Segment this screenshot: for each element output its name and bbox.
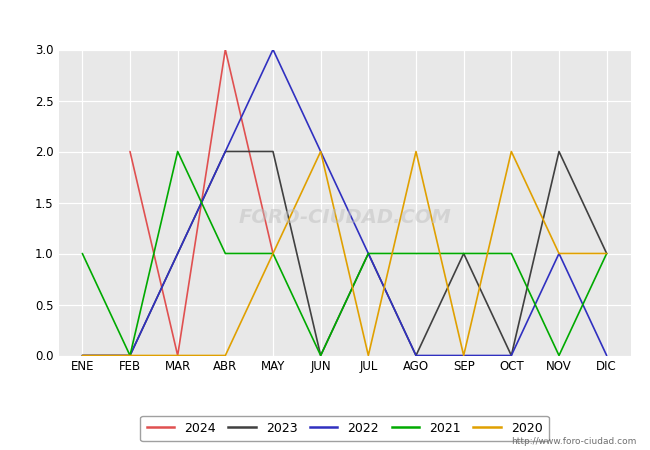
Text: http://www.foro-ciudad.com: http://www.foro-ciudad.com <box>512 436 637 446</box>
Text: Matriculaciones de Vehiculos en Carcelén: Matriculaciones de Vehiculos en Carcelén <box>159 13 491 28</box>
Legend: 2024, 2023, 2022, 2021, 2020: 2024, 2023, 2022, 2021, 2020 <box>140 415 549 441</box>
Text: FORO-CIUDAD.COM: FORO-CIUDAD.COM <box>238 208 451 227</box>
